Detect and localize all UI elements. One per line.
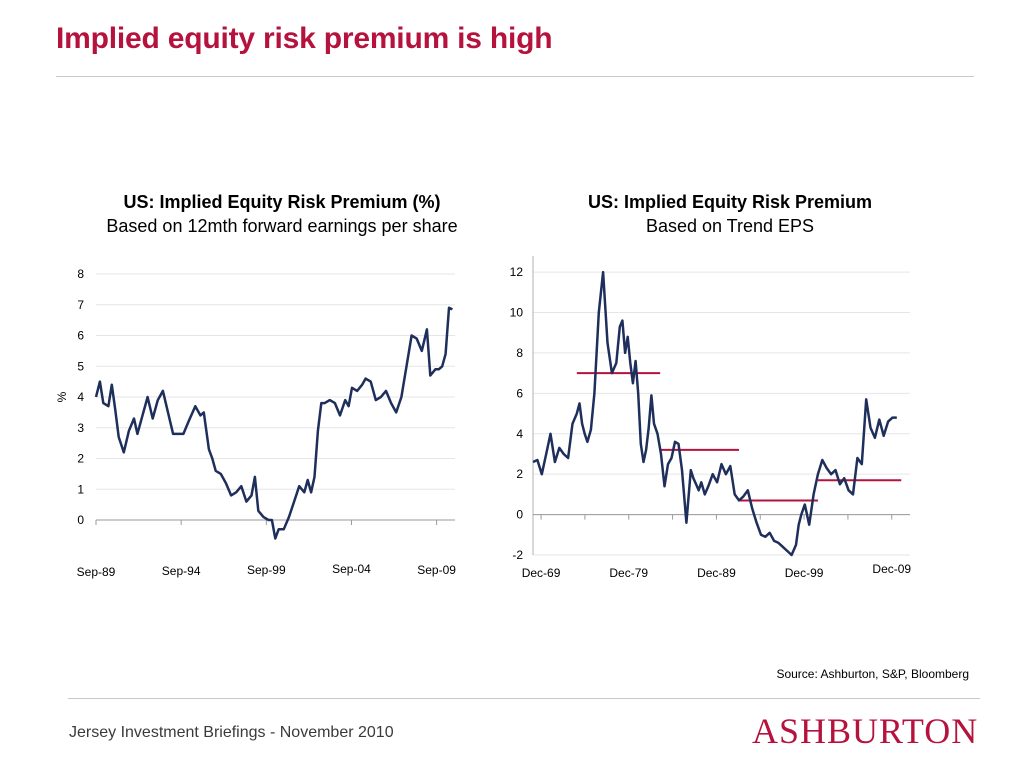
x-tick-label: Sep-99 xyxy=(247,563,286,577)
x-tick-label: Dec-69 xyxy=(522,566,561,580)
source-note: Source: Ashburton, S&P, Bloomberg xyxy=(776,667,969,681)
y-tick-label: 12 xyxy=(510,265,524,279)
y-tick-label: 7 xyxy=(77,298,84,312)
series-line xyxy=(532,270,897,557)
y-tick-label: 4 xyxy=(77,390,84,404)
footer-divider xyxy=(68,698,980,699)
series-line xyxy=(94,306,453,540)
y-tick-label: 2 xyxy=(516,467,523,481)
y-tick-label: -2 xyxy=(512,548,523,562)
chart2-plot: -2 0 2 4 6 8 10 12 Dec-69 Dec-79 Dec-89 Dec-99 Dec-0… xyxy=(510,256,911,580)
y-tick-label: 0 xyxy=(77,513,84,527)
ashburton-logo: ASHBURTON xyxy=(752,711,979,751)
x-tick-label: Dec-99 xyxy=(785,566,824,580)
chart1-header: US: Implied Equity Risk Premium (%) Base… xyxy=(72,190,492,238)
chart1-subtitle: Based on 12mth forward earnings per shar… xyxy=(106,216,458,236)
x-tick-label: Dec-09 xyxy=(872,562,911,576)
x-tick-label: Sep-09 xyxy=(417,563,456,577)
y-tick-label: 2 xyxy=(77,452,84,466)
x-tick-label: Sep-89 xyxy=(77,565,116,579)
y-tick-label: 4 xyxy=(516,427,523,441)
chart2-subtitle: Based on Trend EPS xyxy=(645,216,815,236)
y-tick-label: 5 xyxy=(77,359,84,373)
chart2-header: US: Implied Equity Risk Premium Based on… xyxy=(540,190,920,238)
y-axis-label: % xyxy=(55,391,69,402)
y-tick-label: 6 xyxy=(77,329,84,343)
chart1-title: US: Implied Equity Risk Premium (%) xyxy=(123,192,441,212)
x-tick-label: Sep-04 xyxy=(332,562,371,576)
y-tick-label: 8 xyxy=(77,267,84,281)
x-tick-label: Sep-94 xyxy=(162,564,201,578)
slide-title: Implied equity risk premium is high xyxy=(56,22,553,55)
x-tick-label: Dec-89 xyxy=(697,566,736,580)
y-tick-label: 3 xyxy=(77,421,84,435)
chart2-title: US: Implied Equity Risk Premium xyxy=(587,192,873,212)
chart1-plot: 0 1 2 3 4 5 6 7 8 Sep-89 Sep-94 Sep-99 Sep-04 Sep-09% xyxy=(55,267,456,579)
x-tick-label: Dec-79 xyxy=(609,566,648,580)
y-tick-label: 1 xyxy=(77,482,84,496)
top-divider xyxy=(56,76,974,77)
y-tick-label: 0 xyxy=(516,508,523,522)
y-tick-label: 10 xyxy=(510,306,524,320)
y-tick-label: 6 xyxy=(516,386,523,400)
y-tick-label: 8 xyxy=(516,346,523,360)
footer-text: Jersey Investment Briefings - November 2… xyxy=(69,724,394,741)
